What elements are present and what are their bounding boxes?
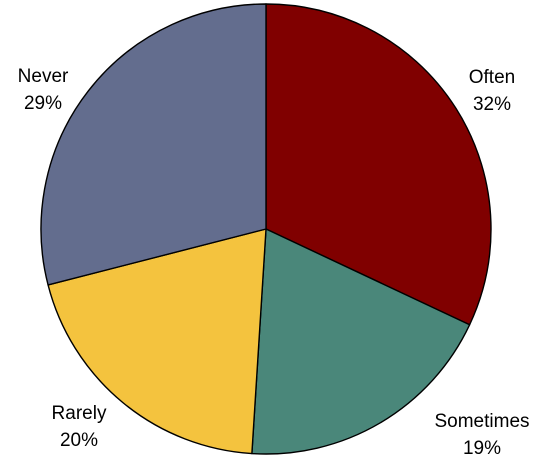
slice-percent-sometimes: 19% xyxy=(463,438,501,459)
slice-percent-never: 29% xyxy=(24,93,62,114)
slice-label-sometimes: Sometimes xyxy=(434,411,529,432)
pie-slices xyxy=(40,3,492,455)
slice-label-rarely: Rarely xyxy=(52,403,107,424)
slice-label-never: Never xyxy=(18,66,69,87)
pie-slice-rarely xyxy=(47,228,267,455)
pie-slice-often xyxy=(265,3,492,326)
slice-label-often: Often xyxy=(469,67,515,88)
pie-slice-sometimes xyxy=(251,228,471,455)
pie-slice-never xyxy=(40,3,267,286)
slice-percent-rarely: 20% xyxy=(60,430,98,451)
slice-percent-often: 32% xyxy=(473,94,511,115)
pie-labels: Often 32% Sometimes 19% Rarely 20% Never 29% xyxy=(18,66,530,459)
